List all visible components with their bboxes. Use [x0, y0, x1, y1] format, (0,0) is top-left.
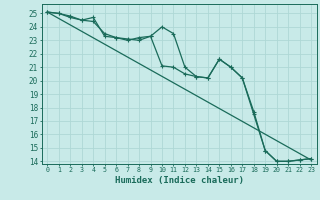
X-axis label: Humidex (Indice chaleur): Humidex (Indice chaleur) [115, 176, 244, 185]
